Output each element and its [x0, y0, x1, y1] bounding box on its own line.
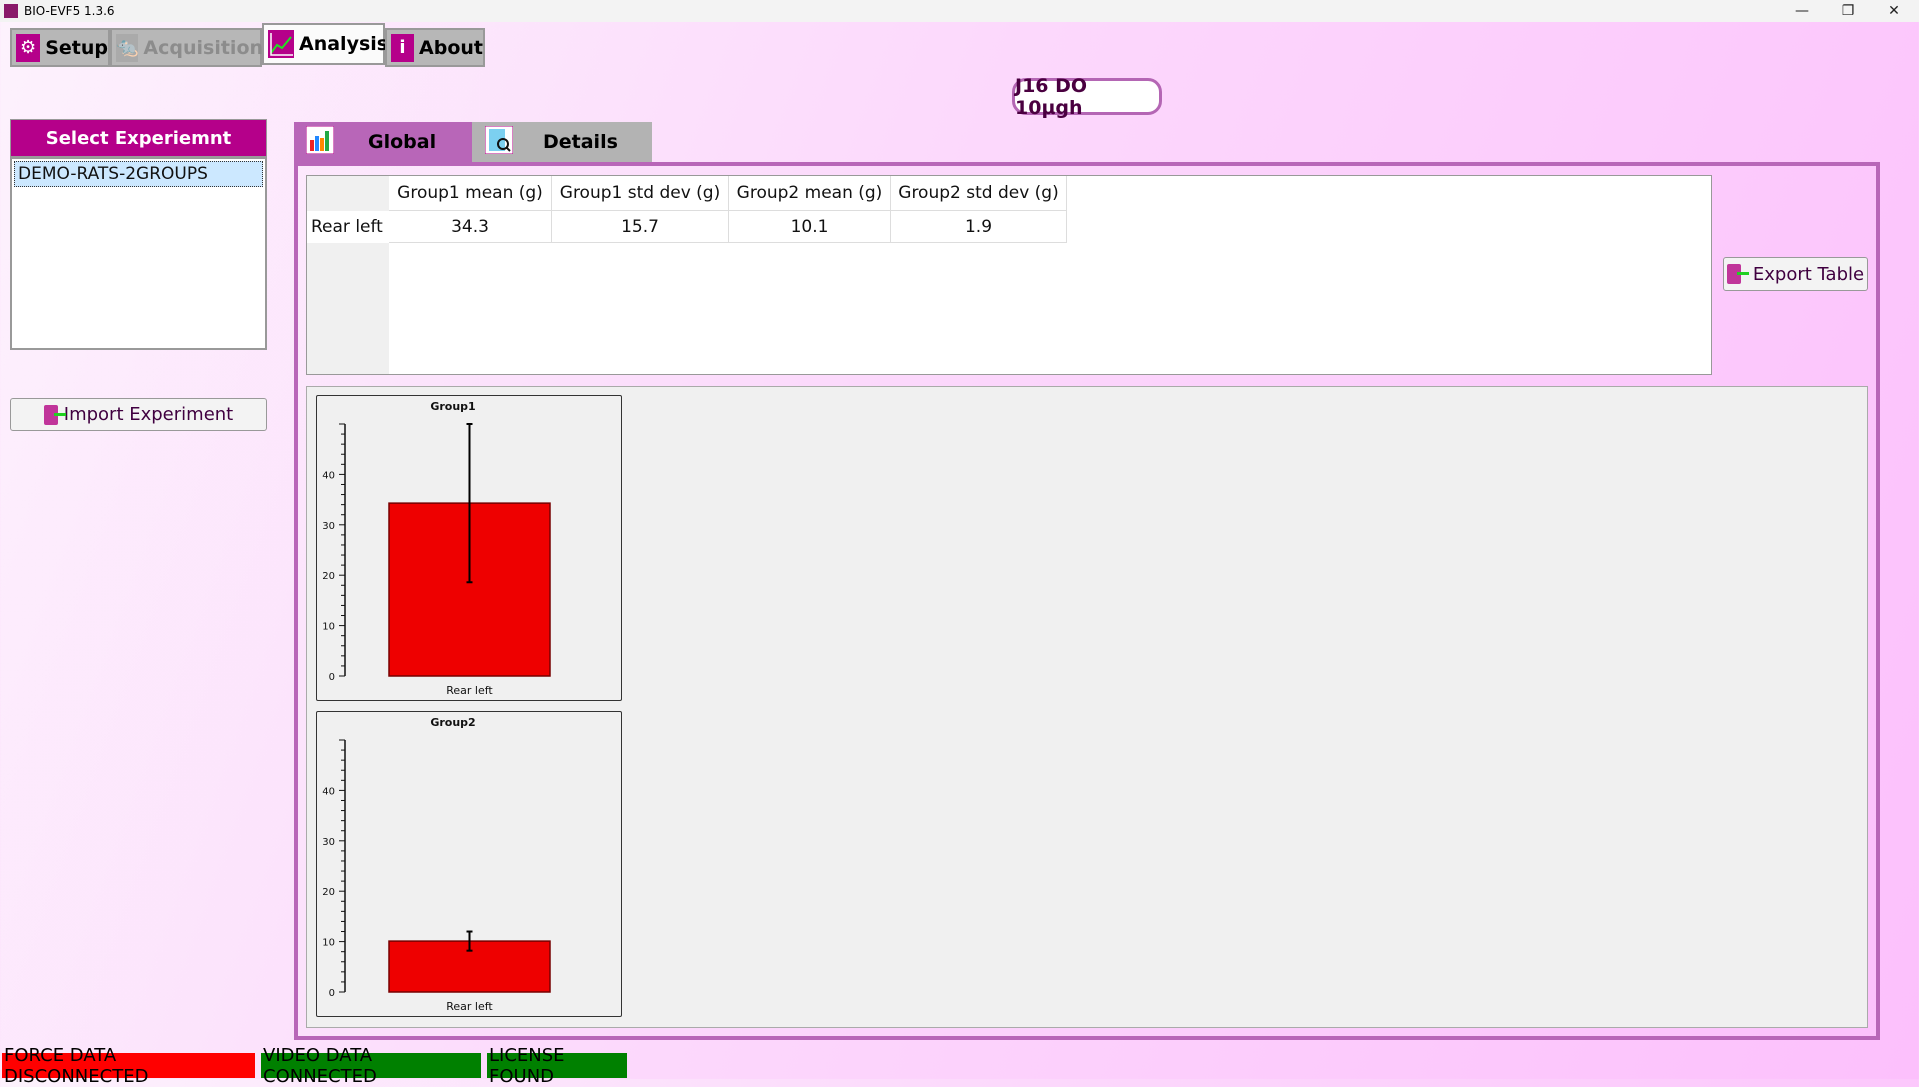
- y-tick-label: 0: [329, 672, 335, 683]
- session-badge: J16 DO 10µgh: [1012, 75, 1162, 119]
- export-table-button[interactable]: Export Table: [1723, 257, 1868, 291]
- chart-svg: Group1 0 10 20 30 40 Rear left: [322, 400, 551, 697]
- y-tick-label: 40: [322, 470, 335, 481]
- tab-setup[interactable]: ⚙ Setup: [10, 28, 110, 67]
- column-header[interactable]: Group2 std dev (g): [891, 176, 1067, 211]
- window-title: BIO-EVF5 1.3.6: [24, 4, 115, 18]
- results-table: Rear left Group1 mean (g) Group1 std dev…: [306, 175, 1712, 375]
- y-tick-label: 10: [322, 622, 335, 633]
- x-tick-label: Rear left: [446, 1000, 493, 1013]
- select-experiment-header: Select Experiemnt: [10, 119, 267, 157]
- list-item[interactable]: DEMO-RATS-2GROUPS: [14, 161, 263, 187]
- app-icon: [4, 4, 18, 18]
- import-icon: [43, 404, 66, 425]
- global-tab-panel: [294, 162, 1880, 1040]
- restore-button[interactable]: ❐: [1841, 3, 1855, 19]
- tab-acquisition[interactable]: 🐀 Acquisition: [110, 28, 264, 67]
- tab-label: Details: [543, 131, 618, 153]
- tab-analysis[interactable]: Analysis: [262, 23, 389, 65]
- chart-title: Group1: [430, 400, 475, 413]
- bar-chart-icon: [305, 125, 335, 159]
- experiment-list[interactable]: DEMO-RATS-2GROUPS: [10, 157, 267, 350]
- license-status: LICENSE FOUND: [487, 1045, 627, 1087]
- minimize-button[interactable]: —: [1795, 3, 1809, 19]
- table-cell: 15.7: [552, 211, 729, 243]
- y-tick-label: 40: [322, 786, 335, 797]
- row-header-column: [307, 176, 389, 374]
- y-tick-label: 30: [322, 837, 335, 848]
- tab-details[interactable]: Details: [472, 122, 652, 162]
- y-tick-label: 20: [322, 571, 335, 582]
- gear-icon: ⚙: [16, 33, 41, 62]
- video-data-status: VIDEO DATA CONNECTED: [261, 1045, 481, 1087]
- column-header[interactable]: Group1 mean (g): [389, 176, 552, 211]
- button-label: Export Table: [1752, 263, 1865, 285]
- tab-global[interactable]: Global: [294, 122, 472, 162]
- document-search-icon: [484, 125, 514, 159]
- row-label: Rear left: [307, 211, 389, 243]
- tab-label: Acquisition: [143, 36, 264, 59]
- export-icon: [1726, 264, 1749, 284]
- button-label: Import Experiment: [63, 404, 234, 425]
- table-cell: 1.9: [891, 211, 1067, 243]
- title-bar: BIO-EVF5 1.3.6 — ❐ ✕: [0, 0, 1919, 22]
- chart-svg: Group2 0 10 20 30 40 Rear left: [322, 716, 551, 1013]
- chart-title: Group2: [430, 716, 475, 729]
- chart-group1: Group1 0 10 20 30 40 Rear left: [316, 395, 622, 701]
- rat-icon: 🐀: [116, 33, 139, 62]
- x-tick-label: Rear left: [446, 684, 493, 697]
- y-tick-label: 0: [329, 988, 335, 999]
- column-header[interactable]: Group1 std dev (g): [552, 176, 729, 211]
- table-cell: 34.3: [389, 211, 552, 243]
- import-experiment-button[interactable]: Import Experiment: [10, 398, 267, 431]
- tab-label: About: [419, 36, 483, 59]
- column-header[interactable]: Group2 mean (g): [729, 176, 891, 211]
- tab-label: Setup: [45, 36, 108, 59]
- close-button[interactable]: ✕: [1888, 3, 1900, 19]
- info-icon: i: [391, 33, 415, 62]
- y-tick-label: 20: [322, 887, 335, 898]
- table-cell: 10.1: [729, 211, 891, 243]
- tab-label: Global: [368, 131, 437, 153]
- tab-label: Analysis: [299, 33, 389, 55]
- line-chart-icon: [268, 30, 294, 58]
- force-data-status: FORCE DATA DISCONNECTED: [2, 1045, 255, 1087]
- y-tick-label: 10: [322, 938, 335, 949]
- tab-about[interactable]: i About: [385, 28, 485, 67]
- chart-group2: Group2 0 10 20 30 40 Rear left: [316, 711, 622, 1017]
- y-tick-label: 30: [322, 521, 335, 532]
